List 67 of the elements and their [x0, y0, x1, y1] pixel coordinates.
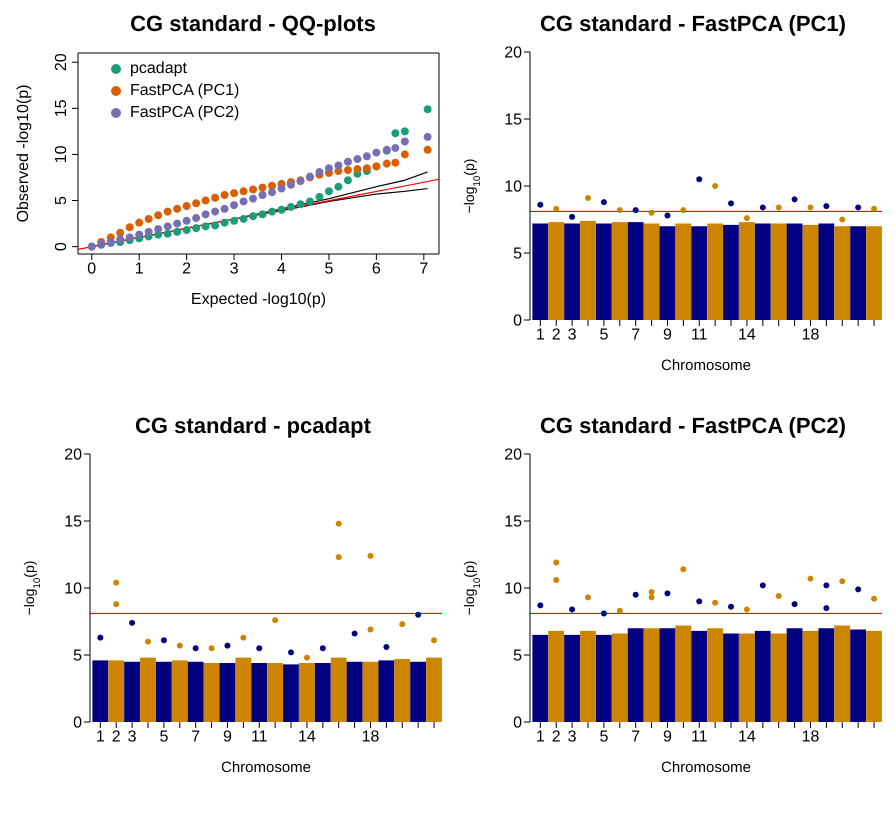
x-tick-label: 2 [112, 728, 121, 746]
x-tick-label: 9 [663, 728, 672, 746]
x-tick-label: 3 [568, 326, 577, 344]
chart-title: CG standard - FastPCA (PC2) [538, 412, 847, 440]
y-tick-label: 15 [504, 514, 522, 531]
x-tick-label: 2 [182, 260, 192, 278]
y-tick-label: 10 [53, 145, 70, 164]
chart-title: CG standard - QQ-plots [129, 10, 377, 38]
y-tick-label: 5 [513, 648, 522, 665]
x-tick-label: 2 [552, 728, 561, 746]
x-tick-label: 11 [690, 326, 708, 344]
x-tick-label: 14 [738, 326, 756, 344]
x-tick-label: 7 [631, 728, 640, 746]
y-tick-label: 10 [504, 580, 522, 598]
chart-title: CG standard - FastPCA (PC1) [538, 10, 847, 38]
x-tick-label: 9 [663, 326, 672, 344]
x-axis-title: Expected -log10(p) [190, 291, 326, 308]
x-tick-label: 6 [372, 260, 381, 278]
legend-label: FastPCA (PC2) [130, 103, 240, 123]
x-tick-label: 9 [223, 728, 232, 746]
x-tick-label: 1 [536, 728, 545, 746]
y-axis-title: Observed -log10(p) [15, 84, 32, 222]
y-tick-label: 15 [504, 112, 522, 129]
y-tick-label: 15 [64, 514, 82, 531]
x-axis-title: Chromosome [660, 759, 752, 776]
y-tick-label: 0 [513, 714, 522, 732]
y-tick-label: 15 [53, 99, 70, 118]
legend-label: pcadapt [130, 59, 187, 79]
y-tick-label: 10 [64, 580, 82, 598]
y-tick-label: 0 [53, 242, 70, 252]
y-tick-label: 5 [513, 246, 522, 263]
x-tick-label: 3 [230, 260, 239, 278]
x-tick-label: 5 [324, 260, 334, 278]
x-tick-label: 1 [134, 260, 144, 278]
y-tick-label: 10 [504, 178, 522, 196]
chart-title: CG standard - pcadapt [134, 412, 372, 440]
x-tick-label: 5 [599, 326, 608, 344]
x-tick-label: 2 [552, 326, 561, 344]
x-tick-label: 7 [419, 260, 428, 278]
y-tick-label: 5 [53, 196, 70, 205]
x-tick-label: 3 [568, 728, 577, 746]
x-tick-label: 14 [298, 728, 316, 746]
x-axis-title: Chromosome [220, 759, 312, 776]
y-tick-label: 20 [504, 446, 522, 464]
x-tick-label: 1 [96, 728, 105, 746]
x-tick-label: 7 [631, 326, 640, 344]
x-tick-label: 4 [277, 260, 286, 278]
y-tick-label: 0 [513, 312, 522, 330]
x-tick-label: 1 [536, 326, 545, 344]
x-tick-label: 18 [802, 728, 820, 746]
y-tick-label: 20 [504, 44, 522, 62]
x-tick-label: 0 [87, 260, 96, 278]
x-tick-label: 11 [250, 728, 268, 746]
x-tick-label: 11 [690, 728, 708, 746]
x-tick-label: 18 [362, 728, 380, 746]
y-tick-label: 0 [73, 714, 82, 732]
x-tick-label: 5 [599, 728, 608, 746]
x-tick-label: 3 [128, 728, 137, 746]
y-tick-label: 20 [53, 53, 70, 72]
x-tick-label: 5 [159, 728, 168, 746]
x-tick-label: 7 [191, 728, 200, 746]
legend-label: FastPCA (PC1) [130, 81, 240, 101]
x-tick-label: 18 [802, 326, 820, 344]
y-tick-label: 5 [73, 648, 82, 665]
y-tick-label: 20 [64, 446, 82, 464]
x-axis-title: Chromosome [660, 357, 752, 374]
x-tick-label: 14 [738, 728, 756, 746]
